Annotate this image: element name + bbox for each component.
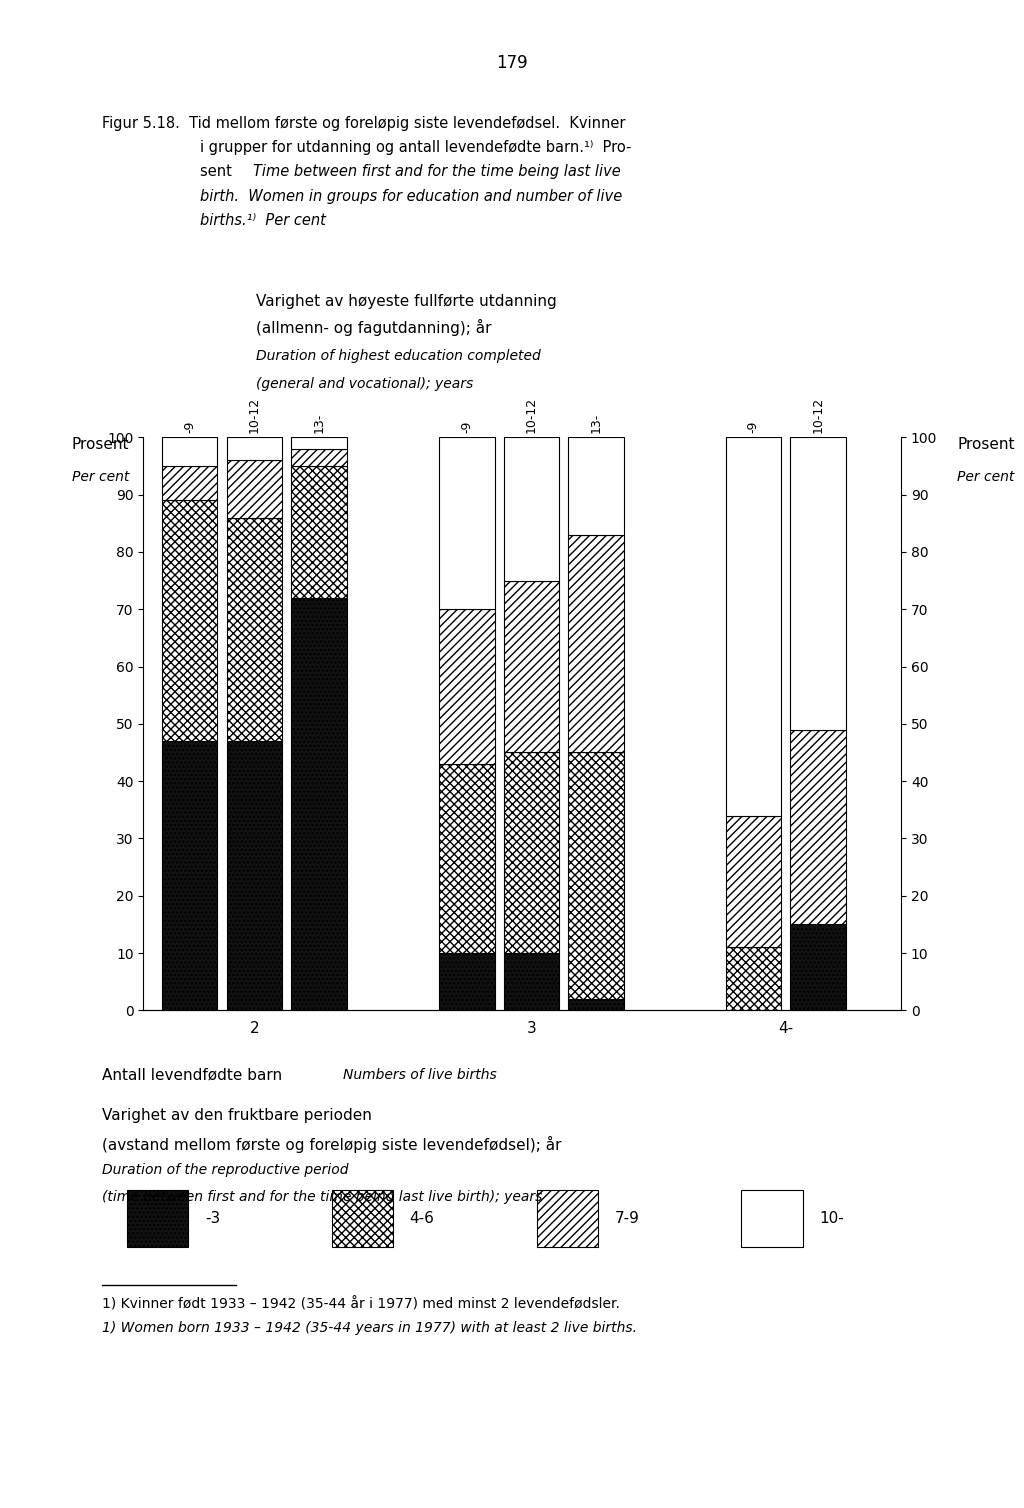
Bar <box>127 1190 188 1247</box>
Text: (allmenn- og fagutdanning); år: (allmenn- og fagutdanning); år <box>256 320 492 336</box>
Text: Antall levendfødte barn: Antall levendfødte barn <box>102 1068 283 1083</box>
Text: 10-12: 10-12 <box>525 397 538 433</box>
Bar <box>741 1190 803 1247</box>
Bar <box>226 460 282 517</box>
Text: Time between first and for the time being last live: Time between first and for the time bein… <box>253 164 621 179</box>
Bar <box>291 597 347 1010</box>
Text: 13-: 13- <box>312 413 326 433</box>
Bar <box>504 581 559 752</box>
Text: (general and vocational); years: (general and vocational); years <box>256 377 473 391</box>
Bar <box>439 609 495 765</box>
Text: Per cent: Per cent <box>72 470 129 484</box>
Bar <box>291 437 347 449</box>
Text: births.¹⁾  Per cent: births.¹⁾ Per cent <box>200 213 326 228</box>
Bar <box>568 998 624 1010</box>
Bar <box>332 1190 393 1247</box>
Text: birth.  Women in groups for education and number of live: birth. Women in groups for education and… <box>200 188 622 204</box>
Text: 1) Women born 1933 – 1942 (35-44 years in 1977) with at least 2 live births.: 1) Women born 1933 – 1942 (35-44 years i… <box>102 1321 637 1335</box>
Text: i grupper for utdanning og antall levendefødte barn.¹⁾  Pro-: i grupper for utdanning og antall levend… <box>200 140 631 155</box>
Text: Prosent: Prosent <box>957 437 1015 452</box>
Text: (avstand mellom første og foreløpig siste levendefødsel); år: (avstand mellom første og foreløpig sist… <box>102 1136 562 1152</box>
Text: 1) Kvinner født 1933 – 1942 (35-44 år i 1977) med minst 2 levendefødsler.: 1) Kvinner født 1933 – 1942 (35-44 år i … <box>102 1297 621 1312</box>
Bar <box>162 501 217 740</box>
Bar <box>504 752 559 953</box>
Bar <box>726 437 781 816</box>
Bar <box>439 765 495 953</box>
Bar <box>791 730 846 924</box>
Bar <box>162 437 217 466</box>
Bar <box>439 953 495 1010</box>
Text: -9: -9 <box>746 421 760 433</box>
Bar <box>568 437 624 535</box>
Bar <box>537 1190 598 1247</box>
Text: Figur 5.18.  Tid mellom første og foreløpig siste levendefødsel.  Kvinner: Figur 5.18. Tid mellom første og foreløp… <box>102 116 626 131</box>
Text: Per cent: Per cent <box>957 470 1015 484</box>
Text: 10-12: 10-12 <box>811 397 824 433</box>
Bar <box>791 437 846 730</box>
Text: Varighet av høyeste fullførte utdanning: Varighet av høyeste fullførte utdanning <box>256 294 557 309</box>
Text: Duration of highest education completed: Duration of highest education completed <box>256 350 541 363</box>
Text: Numbers of live births: Numbers of live births <box>343 1068 497 1081</box>
Bar <box>568 752 624 998</box>
Bar <box>226 437 282 460</box>
Bar <box>504 953 559 1010</box>
Bar <box>162 466 217 501</box>
Text: (time between first and for the time being last live birth); years: (time between first and for the time bei… <box>102 1190 543 1203</box>
Text: 7-9: 7-9 <box>614 1211 639 1226</box>
Bar <box>726 816 781 947</box>
Text: -9: -9 <box>461 421 473 433</box>
Text: 179: 179 <box>497 54 527 72</box>
Text: Prosent: Prosent <box>72 437 129 452</box>
Text: Duration of the reproductive period: Duration of the reproductive period <box>102 1163 349 1176</box>
Text: -3: -3 <box>205 1211 220 1226</box>
Bar <box>568 535 624 752</box>
Bar <box>291 449 347 466</box>
Text: -9: -9 <box>183 421 196 433</box>
Text: sent: sent <box>200 164 241 179</box>
Bar <box>791 924 846 1010</box>
Bar <box>226 517 282 740</box>
Bar <box>504 437 559 581</box>
Text: 4-6: 4-6 <box>410 1211 434 1226</box>
Text: 10-12: 10-12 <box>248 397 261 433</box>
Bar <box>162 740 217 1010</box>
Text: 10-: 10- <box>819 1211 844 1226</box>
Text: 13-: 13- <box>590 413 603 433</box>
Bar <box>226 740 282 1010</box>
Bar <box>726 947 781 1010</box>
Bar <box>291 466 347 597</box>
Bar <box>439 437 495 609</box>
Text: Varighet av den fruktbare perioden: Varighet av den fruktbare perioden <box>102 1108 373 1123</box>
